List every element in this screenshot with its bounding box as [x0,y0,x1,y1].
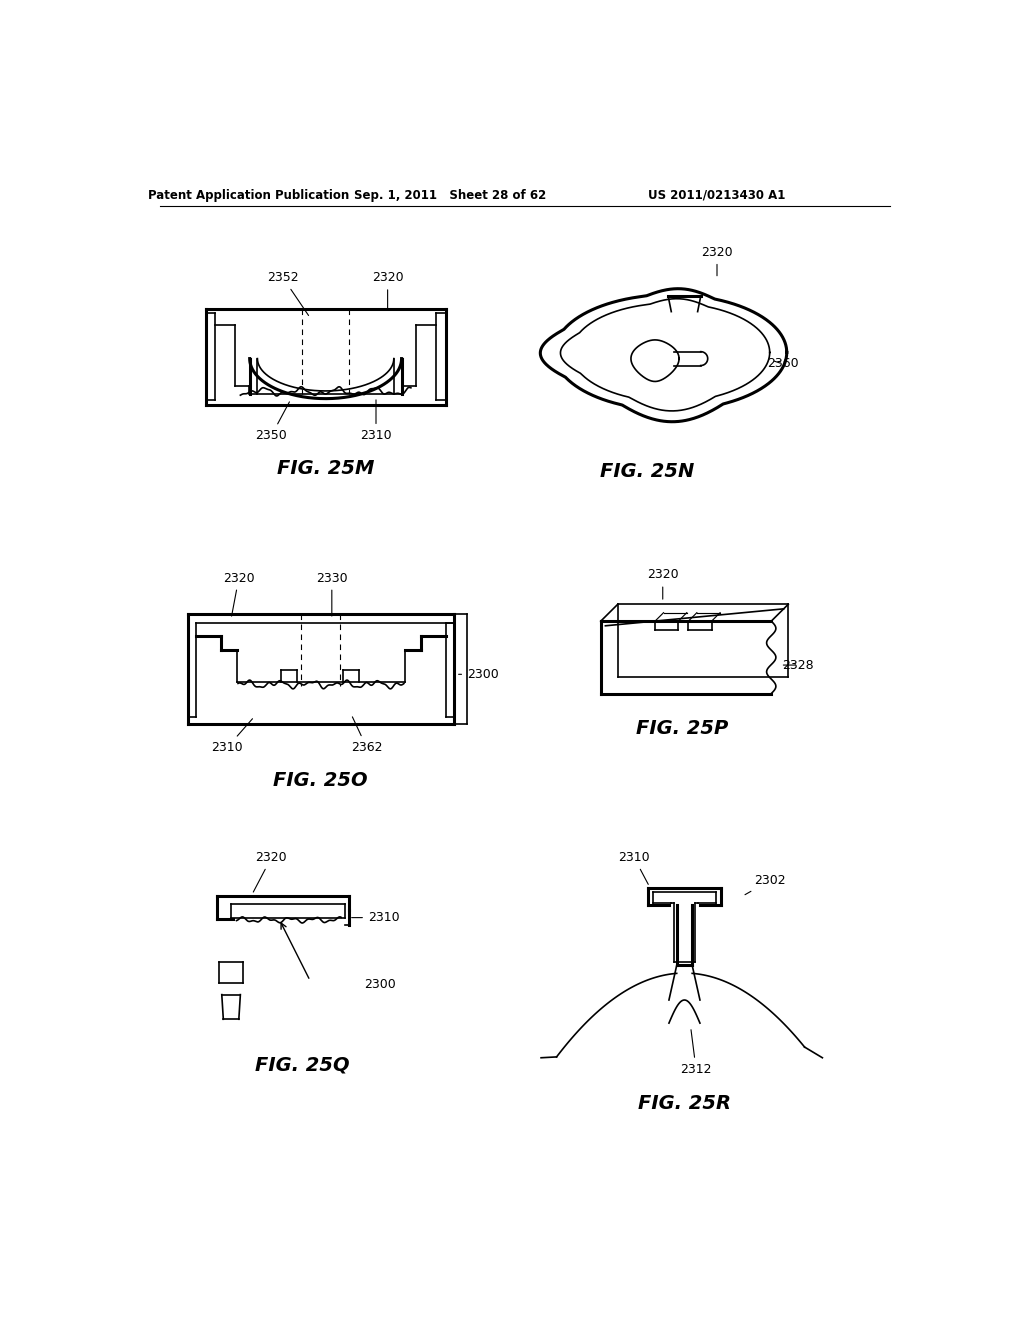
Text: 2320: 2320 [701,246,733,276]
Text: Patent Application Publication: Patent Application Publication [147,189,349,202]
Text: 2360: 2360 [767,358,799,371]
Text: 2310: 2310 [351,911,399,924]
Text: FIG. 25Q: FIG. 25Q [255,1056,349,1074]
Text: Sep. 1, 2011   Sheet 28 of 62: Sep. 1, 2011 Sheet 28 of 62 [353,189,546,202]
Text: 2352: 2352 [267,271,308,315]
Text: 2320: 2320 [253,851,287,892]
Text: FIG. 25R: FIG. 25R [638,1094,731,1114]
Text: 2320: 2320 [223,572,255,616]
Text: 2320: 2320 [372,271,403,310]
Text: 2312: 2312 [680,1030,712,1076]
Text: 2300: 2300 [364,978,395,991]
Text: 2350: 2350 [256,401,290,442]
Text: FIG. 25P: FIG. 25P [636,718,728,738]
Text: 2302: 2302 [745,874,785,895]
Text: FIG. 25O: FIG. 25O [272,771,368,791]
Text: 2300: 2300 [459,668,499,681]
Text: 2310: 2310 [618,851,650,884]
Text: 2310: 2310 [360,400,392,442]
Text: FIG. 25M: FIG. 25M [276,459,375,478]
Text: 2328: 2328 [782,659,814,672]
Text: 2310: 2310 [211,718,253,754]
Text: US 2011/0213430 A1: US 2011/0213430 A1 [648,189,785,202]
Text: FIG. 25N: FIG. 25N [600,462,694,482]
Text: 2320: 2320 [647,569,679,599]
Text: 2330: 2330 [316,572,347,616]
Text: 2362: 2362 [351,717,382,754]
